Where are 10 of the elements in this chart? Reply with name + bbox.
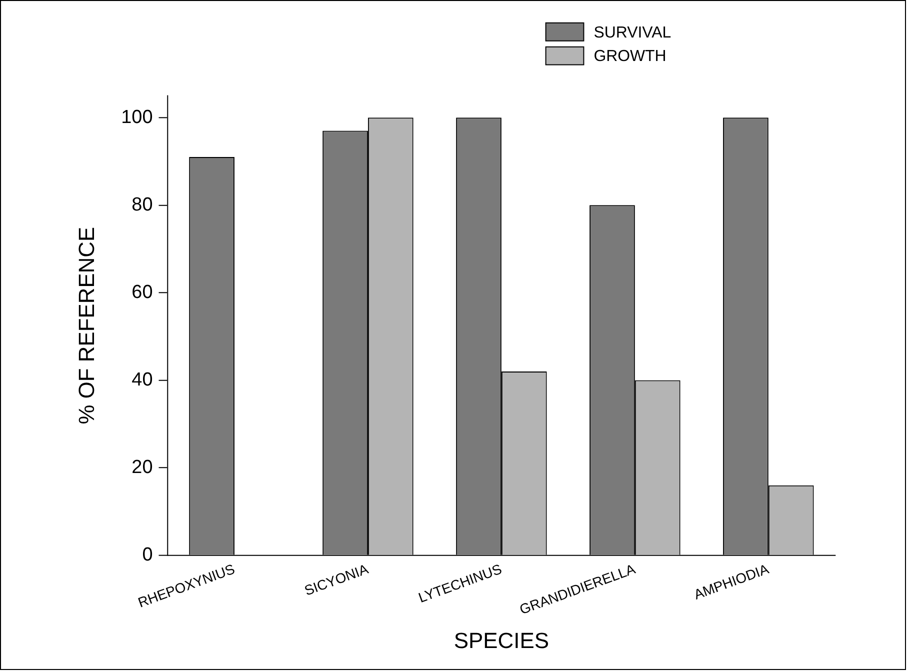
y-tick-label: 40	[132, 369, 153, 390]
y-tick-label: 60	[132, 282, 153, 303]
legend-label: SURVIVAL	[594, 24, 672, 42]
y-tick-label: 0	[142, 544, 153, 566]
legend-label: GROWTH	[594, 48, 666, 66]
x-axis-title: SPECIES	[454, 628, 550, 653]
y-tick-label: 100	[121, 106, 153, 128]
y-tick-label: 80	[132, 194, 153, 216]
y-axis-title: % OF REFERENCE	[74, 226, 100, 424]
y-tick-label: 20	[132, 457, 153, 478]
